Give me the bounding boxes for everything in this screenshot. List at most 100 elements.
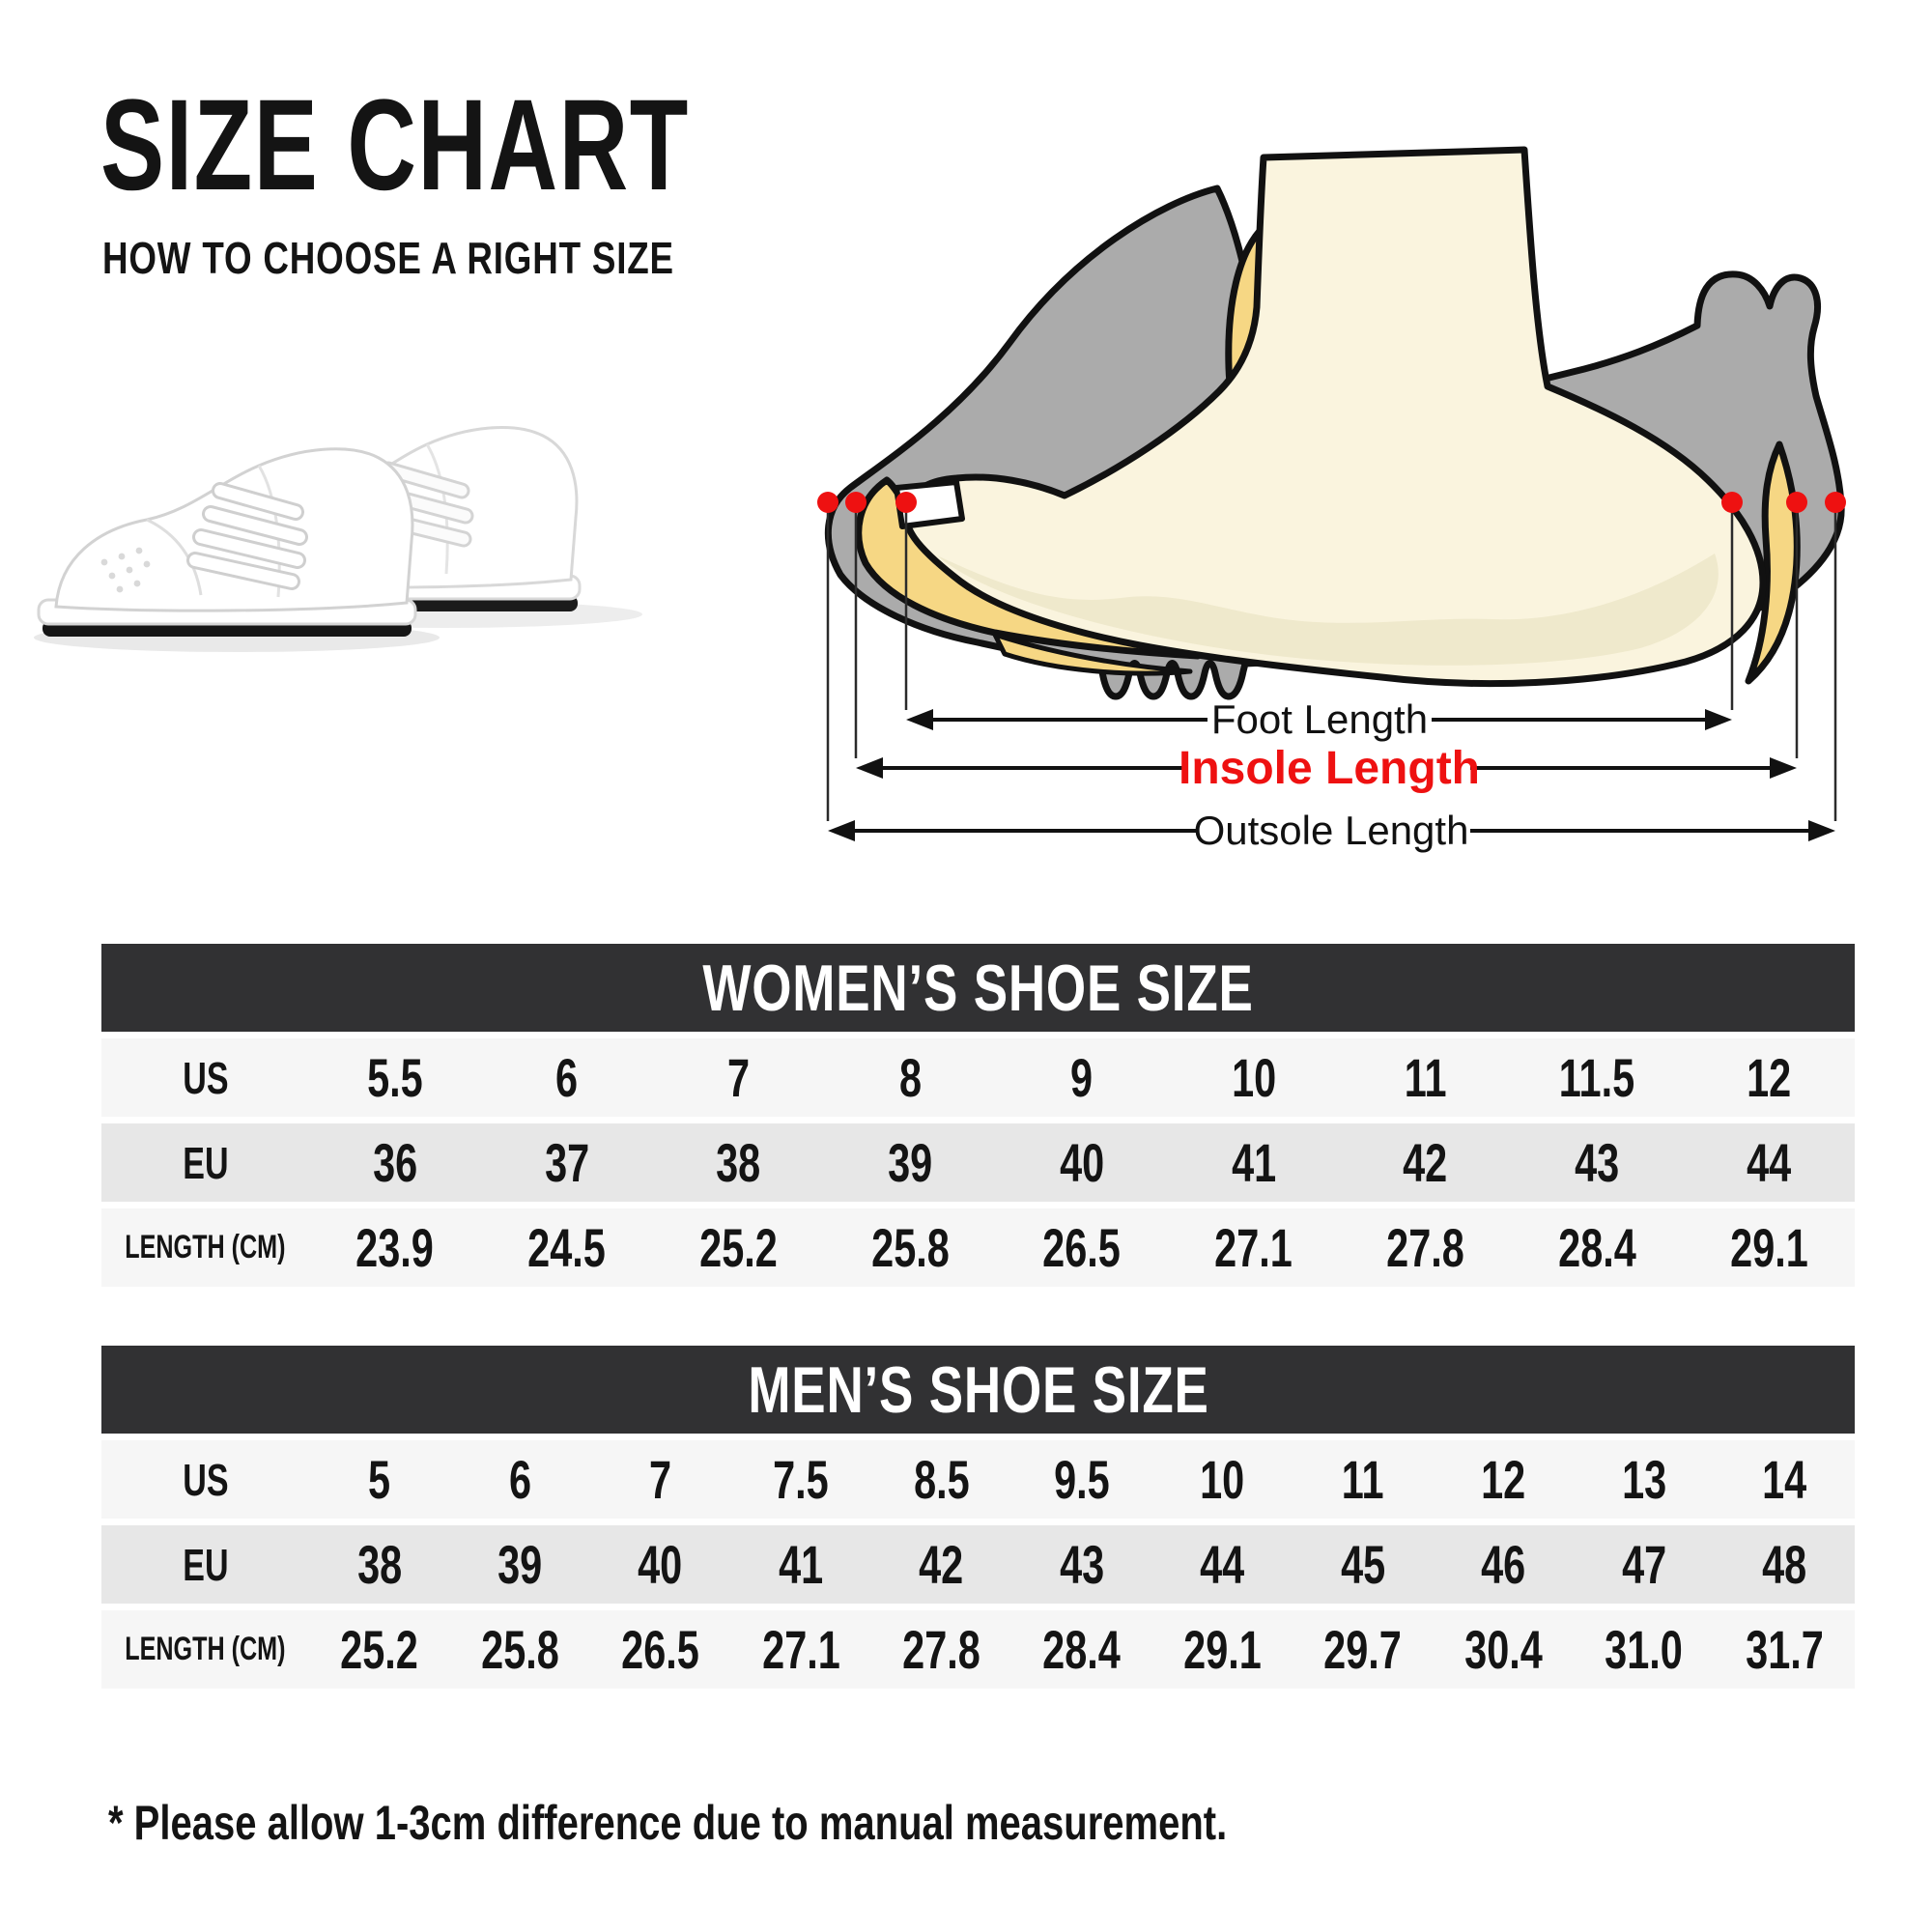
size-value-cell: 6 xyxy=(449,1440,589,1519)
size-value: 25.8 xyxy=(480,1619,559,1680)
size-value: 25.2 xyxy=(699,1217,778,1278)
row-label-cell: US xyxy=(101,1038,309,1117)
size-value: 38 xyxy=(716,1132,761,1193)
row-label: US xyxy=(182,1454,229,1505)
size-value-cell: 28.4 xyxy=(1011,1610,1151,1689)
arrowhead xyxy=(1808,820,1835,841)
size-value-cell: 37 xyxy=(481,1123,653,1202)
table-body: US 5 6 7 7.5 8.5 9.5 10 11 12 13 14 EU 38 39 40 41 42 43 44… xyxy=(101,1440,1855,1689)
page-subtitle-text: HOW TO CHOOSE A RIGHT SIZE xyxy=(102,233,674,283)
size-value: 40 xyxy=(1059,1132,1105,1193)
size-value-cell: 8.5 xyxy=(871,1440,1011,1519)
size-value-cell: 25.2 xyxy=(653,1208,825,1287)
table-row-us: US 5.5 6 7 8 9 10 11 11.5 12 xyxy=(101,1038,1855,1117)
size-value: 23.9 xyxy=(355,1217,435,1278)
size-value-cell: 26.5 xyxy=(996,1208,1168,1287)
table-body: US 5.5 6 7 8 9 10 11 11.5 12 EU 36 37 38 39 40 41 42 43 44 L… xyxy=(101,1038,1855,1287)
size-value: 41 xyxy=(779,1534,824,1595)
table-row-length-cm-: LENGTH (CM) 25.2 25.8 26.5 27.1 27.8 28.4 29.1 2… xyxy=(101,1610,1855,1689)
mens-table-title: MEN’S SHOE SIZE xyxy=(747,1352,1209,1427)
size-value: 8 xyxy=(898,1047,922,1108)
size-value: 29.1 xyxy=(1183,1619,1262,1680)
size-value-cell: 38 xyxy=(653,1123,825,1202)
arrowhead xyxy=(856,757,883,779)
size-value-cell: 12 xyxy=(1434,1440,1574,1519)
size-value-cell: 39 xyxy=(449,1525,589,1604)
size-value-cell: 27.1 xyxy=(1168,1208,1340,1287)
row-label-cell: EU xyxy=(101,1525,309,1604)
size-value-cell: 29.1 xyxy=(1152,1610,1293,1689)
size-value-cell: 31.0 xyxy=(1574,1610,1714,1689)
size-value: 27.8 xyxy=(902,1619,980,1680)
size-value-cell: 6 xyxy=(481,1038,653,1117)
size-value: 11.5 xyxy=(1559,1047,1635,1108)
size-value-cell: 14 xyxy=(1715,1440,1855,1519)
arrowhead xyxy=(906,709,933,730)
size-value: 14 xyxy=(1762,1449,1807,1510)
size-value-cell: 40 xyxy=(590,1525,730,1604)
size-value-cell: 29.7 xyxy=(1293,1610,1433,1689)
size-value: 27.1 xyxy=(1214,1217,1293,1278)
size-value: 27.1 xyxy=(761,1619,840,1680)
size-value: 5.5 xyxy=(367,1047,423,1108)
page-title: SIZE CHART xyxy=(100,81,896,211)
size-value-cell: 5 xyxy=(309,1440,449,1519)
measurement-dots xyxy=(817,492,1846,513)
size-value: 24.5 xyxy=(527,1217,606,1278)
size-value: 41 xyxy=(1231,1132,1276,1193)
size-value: 42 xyxy=(919,1534,964,1595)
size-value: 7 xyxy=(726,1047,750,1108)
foot-length-label: Foot Length xyxy=(1211,696,1428,742)
row-label: EU xyxy=(182,1137,229,1188)
mens-table-header: MEN’S SHOE SIZE xyxy=(101,1346,1855,1434)
size-value: 26.5 xyxy=(621,1619,699,1680)
size-value-cell: 7 xyxy=(590,1440,730,1519)
arrowhead xyxy=(1705,709,1732,730)
row-label-cell: LENGTH (CM) xyxy=(101,1208,309,1287)
size-value: 9.5 xyxy=(1054,1449,1110,1510)
size-value-cell: 28.4 xyxy=(1511,1208,1683,1287)
size-value: 36 xyxy=(372,1132,417,1193)
row-label: US xyxy=(182,1052,229,1103)
size-value-cell: 40 xyxy=(996,1123,1168,1202)
size-value: 12 xyxy=(1747,1047,1792,1108)
size-value: 6 xyxy=(555,1047,579,1108)
size-value: 30.4 xyxy=(1464,1619,1543,1680)
size-value-cell: 11.5 xyxy=(1511,1038,1683,1117)
size-value: 31.7 xyxy=(1745,1619,1824,1680)
womens-size-table: WOMEN’S SHOE SIZE US 5.5 6 7 8 9 10 11 11.5 12 EU 3… xyxy=(101,944,1855,1287)
size-value-cell: 9.5 xyxy=(1011,1440,1151,1519)
size-value: 9 xyxy=(1070,1047,1094,1108)
size-value: 11 xyxy=(1341,1449,1384,1510)
size-value: 48 xyxy=(1762,1534,1807,1595)
size-value-cell: 46 xyxy=(1434,1525,1574,1604)
size-value: 42 xyxy=(1403,1132,1448,1193)
size-value-cell: 42 xyxy=(871,1525,1011,1604)
size-value: 28.4 xyxy=(1557,1217,1636,1278)
row-label: LENGTH (CM) xyxy=(125,1631,286,1667)
table-row-eu: EU 38 39 40 41 42 43 44 45 46 47 48 xyxy=(101,1525,1855,1604)
size-value: 29.1 xyxy=(1729,1217,1808,1278)
size-value: 13 xyxy=(1621,1449,1666,1510)
outsole-length-label: Outsole Length xyxy=(1194,808,1469,853)
size-value-cell: 8 xyxy=(824,1038,996,1117)
size-value-cell: 45 xyxy=(1293,1525,1433,1604)
size-value: 47 xyxy=(1621,1534,1666,1595)
size-value: 8.5 xyxy=(913,1449,970,1510)
size-value-cell: 29.1 xyxy=(1683,1208,1855,1287)
size-value-cell: 30.4 xyxy=(1434,1610,1574,1689)
size-value: 26.5 xyxy=(1042,1217,1122,1278)
size-value-cell: 43 xyxy=(1011,1525,1151,1604)
size-value: 7.5 xyxy=(773,1449,829,1510)
size-value: 10 xyxy=(1200,1449,1245,1510)
size-value: 27.8 xyxy=(1386,1217,1464,1278)
arrowhead xyxy=(1770,757,1797,779)
size-value-cell: 25.8 xyxy=(824,1208,996,1287)
size-value: 10 xyxy=(1231,1047,1276,1108)
size-value: 25.8 xyxy=(870,1217,950,1278)
size-value: 5 xyxy=(368,1449,391,1510)
measurement-note-text: * Please allow 1-3cm difference due to m… xyxy=(108,1796,1228,1850)
size-value: 29.7 xyxy=(1323,1619,1403,1680)
mens-size-table: MEN’S SHOE SIZE US 5 6 7 7.5 8.5 9.5 10 11 12 13 14… xyxy=(101,1346,1855,1689)
guide-lines xyxy=(826,505,1837,821)
